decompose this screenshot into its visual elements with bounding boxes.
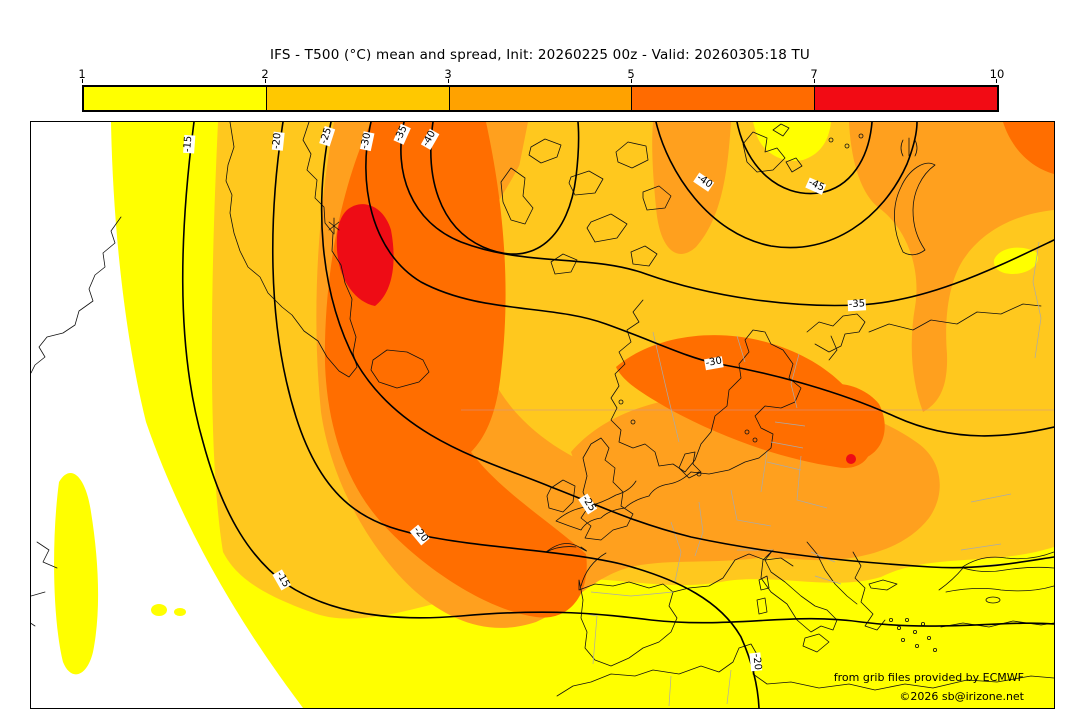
colorbar-tickmark bbox=[996, 79, 997, 83]
colorbar-tick: 2 bbox=[261, 67, 269, 81]
contour-minus-30 bbox=[365, 122, 1054, 437]
contour-minus-35 bbox=[400, 122, 1054, 307]
contour-label: -20 bbox=[270, 131, 285, 151]
colorbar-tick: 1 bbox=[78, 67, 86, 81]
coastline-layer bbox=[31, 122, 1054, 697]
colorbar-segment-3-5 bbox=[449, 87, 633, 110]
colorbar-segment-2-3 bbox=[266, 87, 450, 110]
contour-minus-20 bbox=[271, 122, 760, 708]
colorbar-tickmark bbox=[814, 79, 815, 83]
contour-minus-40-hairpin bbox=[430, 122, 580, 255]
colorbar-tickmark bbox=[265, 79, 266, 83]
spread-fill-layer bbox=[31, 122, 1054, 708]
map-svg bbox=[31, 122, 1054, 708]
colorbar-tick: 10 bbox=[989, 67, 1005, 81]
map-panel: -15 -20 -25 -30 -35 -40 -40 -45 -35 -30 … bbox=[30, 121, 1055, 709]
contour-label: -15 bbox=[182, 134, 195, 154]
credit-source: from grib files provided by ECMWF bbox=[833, 671, 1024, 684]
contour-minus-15 bbox=[181, 122, 1054, 627]
colorbar-tickmark bbox=[631, 79, 632, 83]
colorbar-tick: 7 bbox=[810, 67, 818, 81]
colorbar-tickmark bbox=[82, 79, 83, 83]
spread-colorbar bbox=[82, 85, 999, 112]
country-border-layer bbox=[586, 241, 1042, 707]
contour-label: -35 bbox=[847, 298, 867, 311]
page-title: IFS - T500 (°C) mean and spread, Init: 2… bbox=[269, 47, 811, 63]
colorbar-segment-5-7 bbox=[632, 87, 816, 110]
colorbar-segment-7-10 bbox=[815, 87, 997, 110]
contour-minus-40-polar bbox=[655, 122, 918, 249]
contour-layer bbox=[181, 122, 1054, 708]
colorbar-tick: 3 bbox=[444, 67, 452, 81]
colorbar-tick: 5 bbox=[627, 67, 635, 81]
colorbar-tickmark bbox=[448, 79, 449, 83]
credit-copyright: ©2026 sb@irizone.net bbox=[899, 690, 1024, 703]
contour-label: -20 bbox=[749, 652, 764, 672]
colorbar-segment-1-2 bbox=[84, 87, 267, 110]
